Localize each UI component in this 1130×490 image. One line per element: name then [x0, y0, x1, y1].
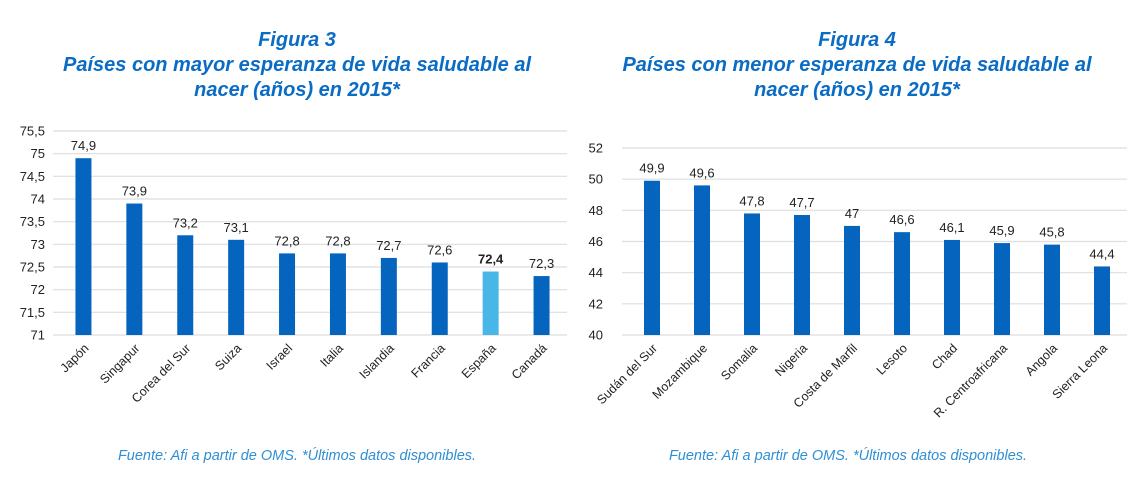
x-tick-label: Chad: [929, 341, 960, 372]
figure-4-title: Figura 4 Países con menor esperanza de v…: [587, 28, 1127, 103]
y-tick-label: 74: [31, 192, 45, 207]
x-tick-label: Japón: [58, 341, 92, 375]
y-tick-label: 46: [589, 234, 603, 249]
x-tick-label: Suiza: [212, 341, 244, 373]
title-line: nacer (años) en 2015*: [754, 79, 960, 101]
y-tick-label: 44: [589, 265, 603, 280]
y-tick-label: 42: [589, 296, 603, 311]
y-tick-label: 74,5: [20, 169, 45, 184]
title-line: Países con mayor esperanza de vida salud…: [63, 54, 531, 76]
y-tick-label: 71,5: [20, 305, 45, 320]
data-label: 47: [845, 206, 859, 221]
bar: [844, 225, 860, 335]
bar: [744, 213, 760, 335]
y-tick-label: 72: [31, 282, 45, 297]
bar: [431, 262, 448, 335]
x-tick-label: España: [459, 341, 499, 381]
data-label: 45,8: [1039, 225, 1064, 240]
bar: [126, 203, 143, 335]
data-label: 73,2: [173, 215, 198, 230]
y-tick-label: 40: [589, 328, 603, 343]
bar: [329, 253, 346, 335]
bar: [644, 180, 660, 335]
data-label: 45,9: [989, 223, 1014, 238]
bar: [894, 232, 910, 335]
bar: [228, 239, 245, 335]
y-tick-label: 72,5: [20, 260, 45, 275]
data-label: 47,8: [739, 193, 764, 208]
y-tick-label: 52: [589, 141, 603, 156]
y-tick-label: 73: [31, 237, 45, 252]
data-label: 44,4: [1089, 246, 1114, 261]
data-label: 73,9: [122, 184, 147, 199]
figure-label: Figura 4: [818, 29, 896, 51]
bar: [794, 215, 810, 335]
x-tick-label: Angola: [1023, 341, 1060, 378]
data-label: 72,7: [376, 238, 401, 253]
x-tick-label: Canadá: [509, 341, 550, 382]
bar: [1094, 266, 1110, 335]
figure-3-source: Fuente: Afi a partir de OMS. *Últimos da…: [117, 448, 477, 464]
figure-3-title: Figura 3 Países con mayor esperanza de v…: [27, 28, 567, 103]
title-line: Países con menor esperanza de vida salud…: [622, 54, 1092, 76]
bar: [380, 257, 397, 335]
data-label: 72,4: [478, 252, 504, 267]
x-tick-label: Italia: [317, 341, 346, 370]
data-label: 47,7: [789, 195, 814, 210]
data-label: 46,1: [939, 220, 964, 235]
bar: [694, 185, 710, 335]
data-label: 49,9: [639, 161, 664, 176]
data-label: 72,6: [427, 242, 452, 257]
x-tick-label: Islandia: [357, 341, 397, 381]
x-tick-label: Nigeria: [772, 341, 810, 379]
bar: [533, 276, 550, 335]
data-label: 73,1: [223, 220, 248, 235]
bar: [944, 239, 960, 335]
y-tick-label: 73,5: [20, 214, 45, 229]
title-line: nacer (años) en 2015*: [194, 79, 400, 101]
data-label: 46,6: [889, 212, 914, 227]
figure-label: Figura 3: [258, 29, 336, 51]
data-label: 49,6: [689, 165, 714, 180]
x-tick-label: Sudán del Sur: [594, 341, 660, 407]
bar: [75, 158, 92, 335]
bar: [994, 243, 1010, 335]
figure-4-source: Fuente: Afi a partir de OMS. *Últimos da…: [668, 448, 1028, 464]
x-tick-label: Francia: [408, 341, 447, 380]
x-tick-label: Lesoto: [874, 341, 910, 377]
x-tick-label: Singapur: [97, 341, 142, 386]
y-tick-label: 75: [31, 146, 45, 161]
data-label: 72,3: [529, 256, 554, 271]
x-tick-label: Somalia: [718, 341, 760, 383]
y-tick-label: 75,5: [20, 124, 45, 139]
bar: [279, 253, 296, 335]
bar: [177, 235, 194, 335]
data-label: 74,9: [71, 138, 96, 153]
data-label: 72,8: [274, 233, 299, 248]
x-tick-label: Israel: [264, 341, 296, 373]
bar: [1044, 244, 1060, 335]
y-tick-label: 71: [31, 328, 45, 343]
data-label: 72,8: [325, 233, 350, 248]
bar: [482, 271, 499, 335]
y-tick-label: 48: [589, 203, 603, 218]
y-tick-label: 50: [589, 172, 603, 187]
